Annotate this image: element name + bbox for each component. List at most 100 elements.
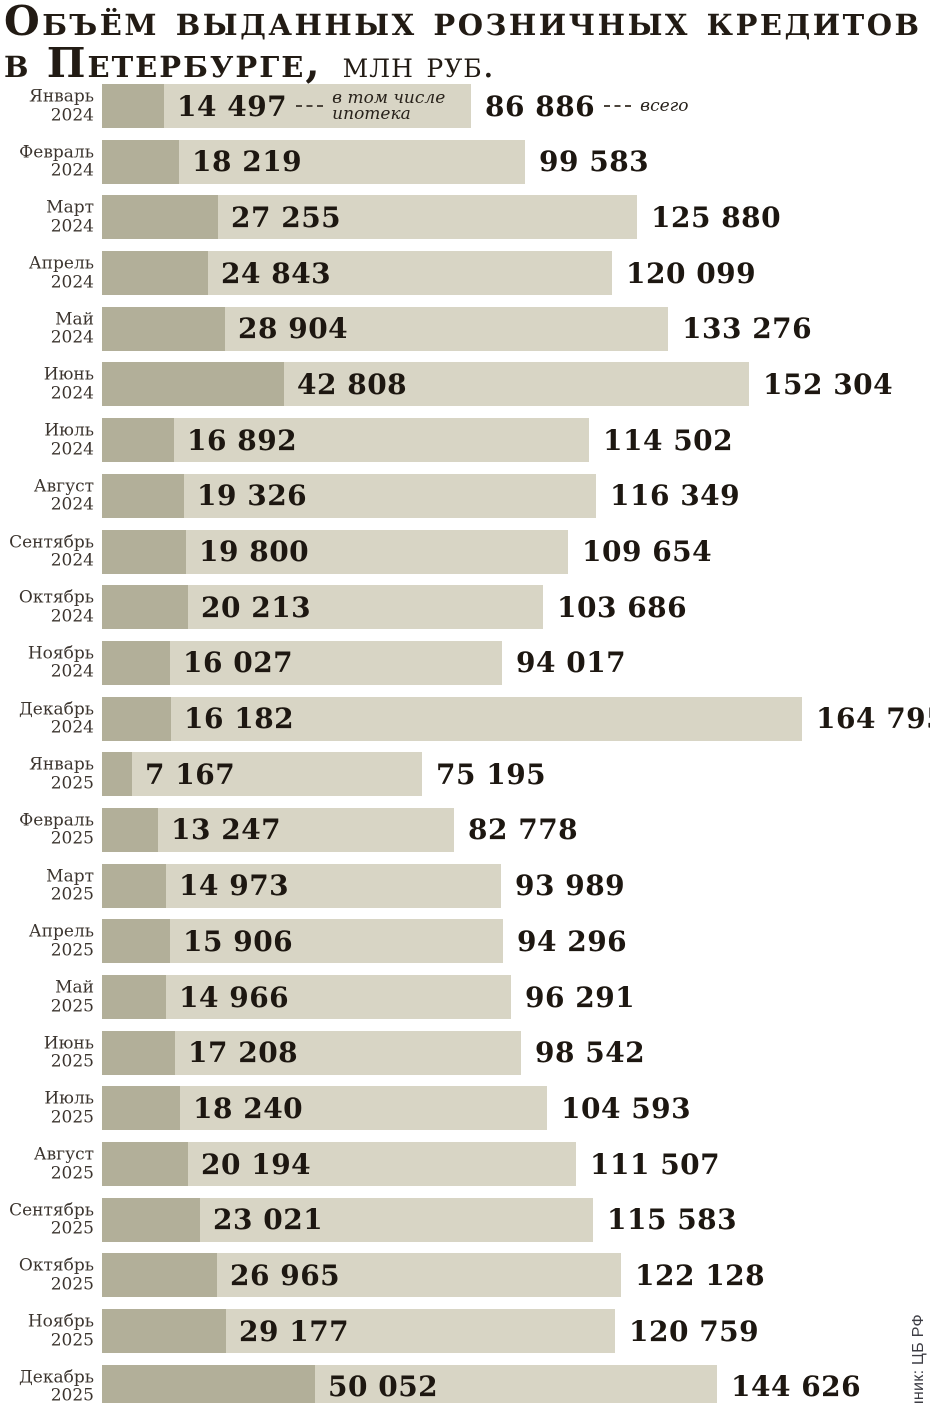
month-label: Январь: [29, 86, 94, 107]
month-label: Сентябрь: [9, 532, 94, 552]
mortgage-value-group: 7 167: [145, 752, 235, 796]
category-label: Октябрь 2024: [0, 588, 94, 626]
month-label: Февраль: [19, 810, 94, 831]
year-label: 2025: [50, 1163, 94, 1184]
mortgage-value-group: 27 255: [231, 195, 341, 239]
page-title: Объём выданных розничных кредитов в Пете…: [4, 0, 930, 87]
total-value-group: 82 778: [468, 808, 578, 852]
mortgage-bar: [102, 1142, 188, 1187]
year-label: 2024: [50, 327, 94, 348]
mortgage-value: 13 247: [171, 813, 282, 847]
mortgage-value-group: 20 194: [201, 1142, 311, 1186]
chart-row: Март 2024 27 255 125 880: [0, 195, 930, 240]
total-value-group: 120 759: [629, 1309, 759, 1353]
mortgage-value: 19 800: [199, 535, 310, 568]
month-label: Апрель: [28, 921, 94, 942]
mortgage-value: 24 843: [221, 256, 332, 290]
category-label: Май 2025: [0, 977, 94, 1016]
total-value-group: 94 017: [516, 641, 626, 685]
year-label: 2024: [50, 494, 94, 515]
mortgage-value-group: 16 027: [183, 641, 293, 685]
mortgage-bar: [102, 975, 166, 1019]
mortgage-value: 50 052: [328, 1370, 439, 1403]
chart-row: Ноябрь 2024 16 027 94 017: [0, 640, 930, 685]
leader-dashes: [296, 105, 324, 107]
year-label: 2024: [50, 105, 94, 125]
category-label: Апрель 2024: [0, 253, 94, 292]
category-label: Апрель 2025: [0, 923, 94, 960]
mortgage-value: 19 326: [197, 479, 308, 513]
title-line2: в Петербурге, млн руб.: [4, 42, 930, 87]
mortgage-value: 16 892: [187, 423, 298, 457]
chart-row: Декабрь 2025 50 052 144 626: [0, 1364, 930, 1403]
total-value-group: 99 583: [539, 140, 649, 184]
mortgage-bar: [102, 195, 218, 240]
month-label: Май: [55, 977, 94, 998]
mortgage-bar: [102, 863, 166, 908]
total-value: 104 593: [561, 1091, 692, 1125]
mortgage-bar: [102, 1364, 315, 1403]
mortgage-value: 7 167: [145, 757, 236, 791]
total-value: 114 502: [603, 423, 734, 457]
mortgage-value-group: 16 892: [187, 418, 297, 462]
category-label: Август 2025: [0, 1145, 94, 1184]
mortgage-value: 14 973: [179, 869, 290, 903]
mortgage-value: 20 213: [201, 590, 312, 624]
month-label: Июль: [44, 1088, 94, 1109]
year-label: 2025: [50, 996, 94, 1016]
total-value-group: 104 593: [561, 1086, 691, 1130]
month-label: Декабрь: [18, 699, 94, 720]
mortgage-bar: [102, 640, 170, 685]
mortgage-value: 14 966: [179, 980, 290, 1014]
total-value-group: 94 296: [517, 919, 627, 963]
mortgage-value: 26 965: [230, 1258, 341, 1292]
year-label: 2024: [50, 439, 94, 460]
total-value: 125 880: [651, 200, 782, 234]
year-label: 2025: [50, 884, 94, 905]
total-value: 164 795: [816, 702, 930, 736]
month-label: Март: [46, 197, 94, 218]
total-value: 115 583: [607, 1203, 738, 1237]
mortgage-value-group: 28 904: [238, 307, 348, 351]
mortgage-value-group: 14 966: [179, 975, 289, 1019]
total-value: 144 626: [731, 1370, 862, 1403]
mortgage-value-group: 20 213: [201, 585, 311, 629]
mortgage-value: 42 808: [297, 367, 408, 401]
total-value: 122 128: [635, 1258, 766, 1292]
mortgage-annotation-line2: ипотека: [332, 104, 411, 124]
month-label: Сентябрь: [9, 1200, 94, 1221]
mortgage-value-group: 13 247: [171, 808, 281, 852]
mortgage-value-group: 19 326: [197, 474, 307, 518]
month-label: Октябрь: [18, 1255, 94, 1276]
category-label: Март 2025: [0, 867, 94, 904]
category-label: Май 2024: [0, 310, 94, 347]
chart-row: Август 2024 19 326 116 349: [0, 473, 930, 518]
mortgage-annotation-line1: в том числе: [332, 87, 446, 108]
total-value-group: 115 583: [607, 1198, 737, 1242]
category-label: Сентябрь 2024: [0, 533, 94, 570]
total-value: 120 759: [629, 1314, 760, 1348]
category-label: Февраль 2025: [0, 811, 94, 848]
total-value: 109 654: [582, 535, 713, 568]
month-label: Август: [33, 476, 94, 497]
month-label: Ноябрь: [27, 643, 94, 664]
total-value-group: 122 128: [635, 1253, 765, 1297]
total-value: 98 542: [535, 1036, 646, 1070]
total-value-group: 152 304: [763, 362, 893, 406]
mortgage-value-group: 23 021: [213, 1198, 323, 1242]
category-label: Октябрь 2025: [0, 1257, 94, 1294]
total-value: 94 017: [516, 646, 627, 680]
mortgage-value-group: 24 843: [221, 251, 331, 295]
month-label: Март: [46, 866, 94, 887]
category-label: Сентябрь 2025: [0, 1201, 94, 1238]
leader-dashes: [604, 105, 632, 107]
mortgage-value: 23 021: [213, 1203, 324, 1237]
mortgage-value-group: 15 906: [183, 919, 293, 963]
mortgage-value: 27 255: [231, 200, 342, 234]
total-value: 103 686: [557, 590, 688, 624]
mortgage-value-group: 50 052: [328, 1365, 438, 1403]
mortgage-bar: [102, 418, 174, 463]
category-label: Июнь 2025: [0, 1034, 94, 1071]
chart-row: Июль 2024 16 892 114 502: [0, 418, 930, 463]
month-label: Апрель: [28, 253, 94, 274]
